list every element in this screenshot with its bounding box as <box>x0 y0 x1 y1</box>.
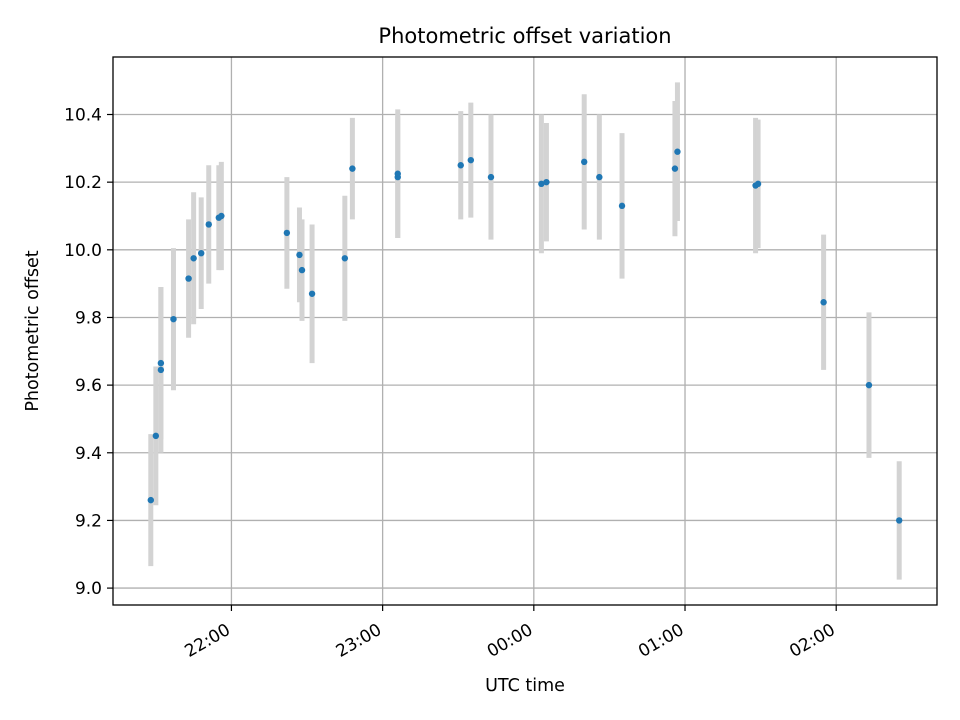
data-point <box>674 148 681 155</box>
data-point <box>349 165 356 172</box>
data-point <box>394 170 401 177</box>
x-axis-title: UTC time <box>485 676 565 696</box>
y-tick-label: 9.4 <box>75 444 102 464</box>
data-point <box>147 496 154 504</box>
data-point <box>170 315 177 323</box>
data-point <box>296 251 303 259</box>
data-point <box>157 366 165 374</box>
data-point <box>820 299 827 306</box>
data-point <box>896 517 903 524</box>
data-point <box>298 266 306 274</box>
y-tick-label: 10.2 <box>64 173 102 193</box>
x-tick-label: 00:00 <box>484 620 536 662</box>
chart-title: Photometric offset variation <box>378 24 671 48</box>
data-point <box>467 156 475 164</box>
data-point <box>218 212 225 220</box>
x-tick-label: 02:00 <box>786 620 838 662</box>
data-point <box>671 165 679 172</box>
y-tick-label: 9.8 <box>75 308 102 328</box>
data-point <box>618 202 626 210</box>
y-tick-label: 9.0 <box>75 579 102 599</box>
data-point <box>197 249 205 257</box>
data-point <box>152 432 160 440</box>
data-point <box>457 162 464 169</box>
y-tick-label: 10.0 <box>64 241 102 261</box>
data-point <box>283 229 291 237</box>
data-point <box>341 255 349 262</box>
y-axis-title: Photometric offset <box>23 250 43 411</box>
x-tick-label: 22:00 <box>181 620 233 662</box>
x-tick-label: 23:00 <box>333 620 385 662</box>
data-point <box>308 290 316 297</box>
x-tick-label: 01:00 <box>635 620 687 662</box>
y-tick-label: 9.2 <box>75 511 102 531</box>
data-point <box>157 359 165 367</box>
data-point <box>190 255 197 262</box>
data-point <box>596 173 603 181</box>
data-point <box>754 180 762 188</box>
y-tick-label: 10.4 <box>64 106 102 126</box>
data-point <box>581 158 588 166</box>
plot-frame <box>112 56 938 606</box>
data-point <box>205 221 212 228</box>
data-point <box>487 173 495 181</box>
axes: 9.0 9.2 9.4 9.6 9.8 10.0 10.2 10.4 22:00 23:00 00:… <box>64 106 839 662</box>
data-point <box>543 178 550 186</box>
y-tick-label: 9.6 <box>75 376 102 396</box>
data-point <box>538 180 545 188</box>
data-point <box>865 381 873 389</box>
data-points <box>147 82 903 580</box>
grid-lines <box>113 57 937 605</box>
data-point <box>185 275 192 282</box>
